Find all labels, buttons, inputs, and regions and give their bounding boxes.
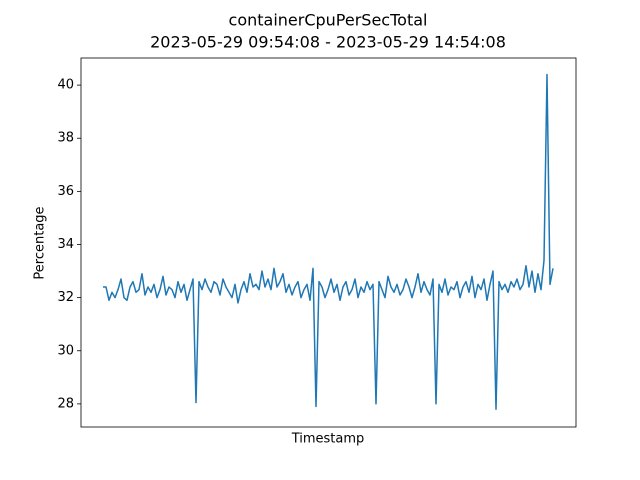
- y-tick-label: 32: [57, 290, 74, 305]
- chart-subtitle: 2023-05-29 09:54:08 - 2023-05-29 14:54:0…: [150, 33, 506, 52]
- y-tick-label: 40: [57, 78, 74, 93]
- y-axis-label: Percentage: [33, 206, 48, 279]
- y-tick-label: 38: [57, 131, 74, 146]
- data-line: [103, 73, 554, 410]
- chart-title: containerCpuPerSecTotal: [229, 11, 428, 30]
- x-axis-label: Timestamp: [291, 432, 365, 447]
- y-tick-label: 34: [57, 237, 74, 252]
- y-tick-label: 30: [57, 343, 74, 358]
- y-tick-label: 36: [57, 184, 74, 199]
- y-tick-label: 28: [57, 396, 74, 411]
- plot-frame: [80, 57, 577, 428]
